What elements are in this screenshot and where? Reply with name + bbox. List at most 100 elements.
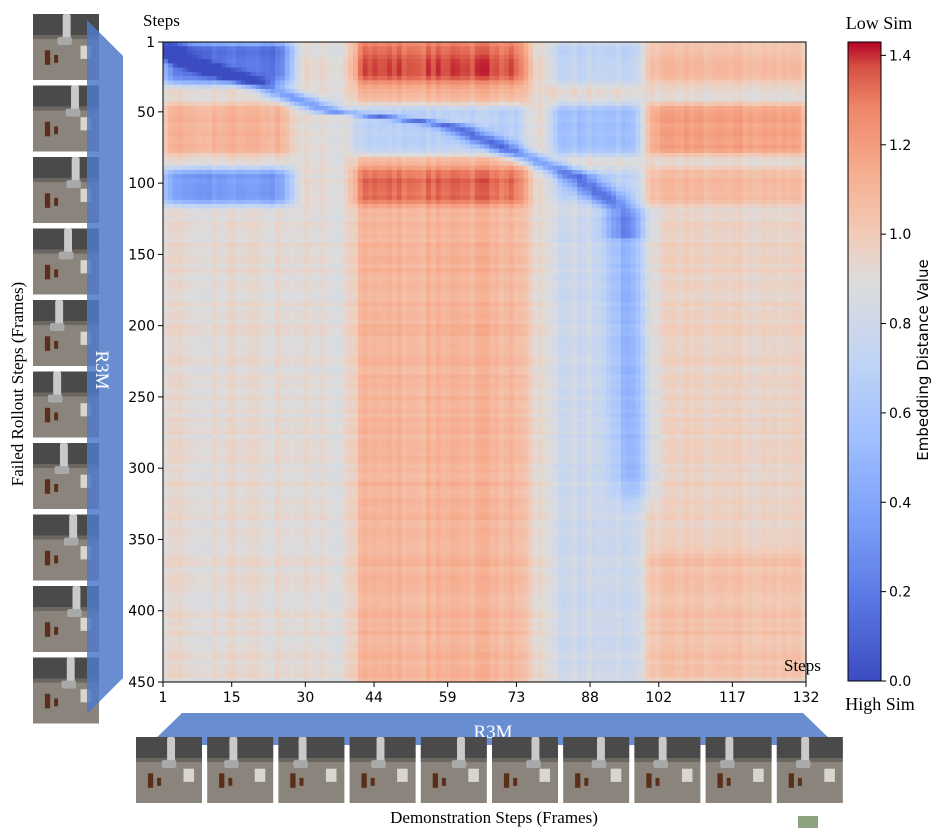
heatmap-cell [674,118,680,124]
heatmap-cell [698,123,705,128]
heatmap-cell [177,71,184,77]
heatmap-cell [689,88,695,94]
heatmap-cell [289,106,296,111]
heatmap-cell [708,131,715,137]
heatmap-cell [674,97,680,103]
heatmap-cell [757,170,763,175]
heatmap-cell [484,174,490,180]
heatmap-cell [801,101,807,107]
heatmap-cell [201,84,208,90]
heatmap-cell [372,63,378,69]
heatmap-cell [421,199,427,205]
heatmap-cell [620,140,627,145]
heatmap-cell [771,170,778,175]
heatmap-cell [689,114,695,120]
heatmap-cell [708,97,715,103]
heatmap-cell [465,148,471,154]
heatmap-cell [163,148,169,154]
heatmap-cell [776,54,783,60]
heatmap-cell [391,101,398,107]
heatmap-cell [635,170,641,175]
heatmap-cell [732,80,739,86]
heatmap-cell [250,59,257,64]
heatmap-cell [620,80,627,86]
heatmap-cell [616,76,622,81]
heatmap-cell [299,80,305,86]
heatmap-cell [469,67,476,73]
heatmap-cell [465,195,471,201]
heatmap-cell [455,165,461,171]
heatmap-cell [703,88,710,94]
heatmap-cell [499,110,505,116]
heatmap-cell [260,106,266,111]
heatmap-cell [421,161,427,167]
heatmap-cell [401,191,408,197]
heatmap-cell [557,50,564,56]
heatmap-cell [503,161,510,167]
heatmap-cell [557,88,564,94]
heatmap-cell [352,170,359,175]
heatmap-cell [314,63,320,69]
heatmap-cell [421,118,427,124]
heatmap-cell [552,174,559,180]
heatmap-cell [406,182,413,188]
heatmap-cell [231,80,237,86]
heatmap-cell [659,191,666,197]
heatmap-cell [757,140,763,145]
heatmap-cell [391,199,398,205]
heatmap-cell [499,54,505,60]
heatmap-cell [752,76,758,81]
heatmap-cell [650,195,656,201]
heatmap-cell [167,144,174,150]
heatmap-cell [484,46,490,52]
heatmap-cell [411,71,417,77]
heatmap-cell [650,97,656,103]
heatmap-cell [387,84,393,90]
heatmap-cell [513,178,520,184]
heatmap-cell [611,97,617,103]
heatmap-cell [703,54,710,60]
heatmap-cell [650,59,656,64]
heatmap-cell [411,140,417,145]
heatmap-cell [703,178,710,184]
heatmap-cell [401,106,408,111]
heatmap-cell [265,106,271,111]
heatmap-cell [245,63,252,69]
heatmap-cell [406,110,413,116]
heatmap-cell [411,161,417,167]
heatmap-cell [206,195,213,201]
heatmap-cell [192,93,198,99]
heatmap-cell [625,140,632,145]
heatmap-cell [693,63,700,69]
heatmap-cell [494,182,500,188]
heatmap-cell [494,135,500,141]
heatmap-cell [372,76,378,81]
heatmap-cell [387,161,393,167]
heatmap-cell [601,76,607,81]
heatmap-cell [236,170,242,175]
heatmap-cell [489,187,495,192]
heatmap-cell [172,54,179,60]
heatmap-cell [732,93,739,99]
heatmap-cell [187,182,193,188]
heatmap-cell [416,140,422,145]
heatmap-cell [762,101,768,107]
heatmap-cell [255,46,262,52]
heatmap-cell [192,199,198,205]
heatmap-cell [172,101,179,107]
heatmap-cell [625,157,632,163]
heatmap-cell [197,71,203,77]
heatmap-cell [206,80,213,86]
heatmap-cell [728,191,734,197]
heatmap-cell [723,157,729,163]
heatmap-cell [172,46,179,52]
heatmap-cell [275,71,281,77]
heatmap-cell [387,114,393,120]
heatmap-cell [163,127,169,133]
heatmap-cell [460,80,466,86]
heatmap-cell [757,59,763,64]
heatmap-cell [469,50,476,56]
heatmap-cell [654,106,661,111]
heatmap-cell [231,114,237,120]
heatmap-cell [747,148,754,154]
